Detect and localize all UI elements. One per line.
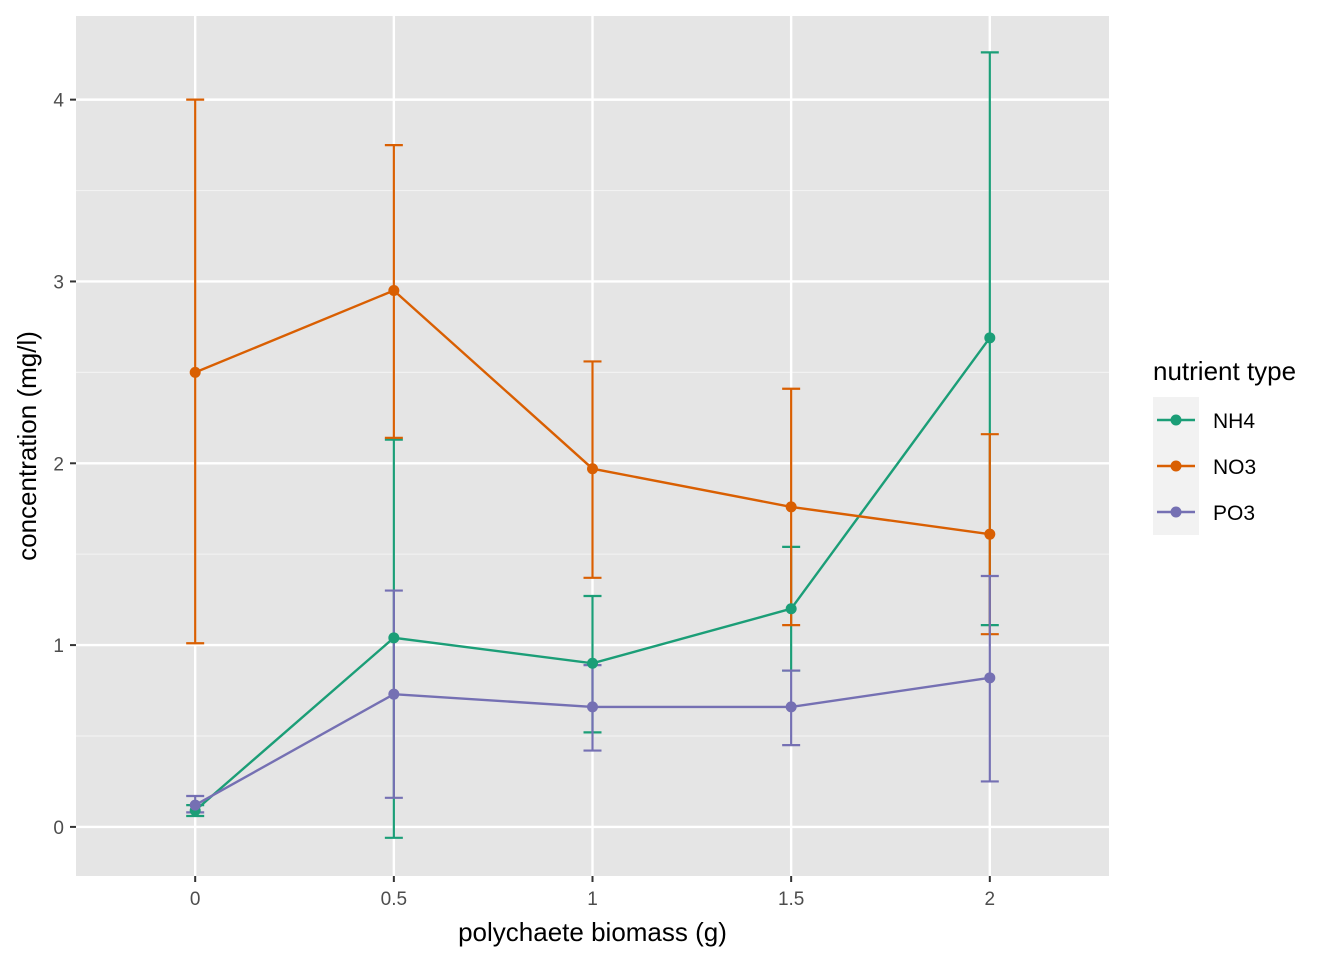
axes: 0 1 2 3 4 0 0.5 1 1.5 2 [53, 91, 995, 910]
y-tick-label: 4 [53, 91, 64, 112]
x-tick-label: 1.5 [778, 889, 804, 910]
point-po3 [587, 701, 598, 713]
y-tick-label: 3 [53, 272, 64, 293]
legend-label: NH4 [1213, 410, 1255, 433]
point-nh4 [388, 632, 400, 644]
x-axis-title: polychaete biomass (g) [458, 917, 727, 947]
point-no3 [189, 366, 201, 378]
point-po3 [189, 799, 201, 811]
x-tick-label: 2 [985, 889, 996, 910]
y-tick-label: 1 [53, 636, 64, 657]
x-tick-label: 0.5 [381, 889, 407, 910]
point-no3 [587, 463, 598, 475]
legend-key-point [1170, 414, 1182, 426]
y-axis-title: concentration (mg/l) [12, 331, 42, 561]
legend-label: PO3 [1213, 502, 1255, 525]
point-no3 [984, 528, 996, 540]
series-points [189, 285, 996, 817]
legend-key-point [1170, 460, 1182, 472]
legend-label: NO3 [1213, 456, 1256, 479]
legend: nutrient type NH4 NO3 PO3 [1153, 356, 1296, 535]
point-po3 [388, 688, 400, 700]
point-po3 [984, 672, 996, 684]
point-no3 [785, 501, 797, 513]
legend-title: nutrient type [1153, 356, 1296, 386]
point-nh4 [984, 332, 996, 344]
y-tick-label: 0 [53, 818, 64, 839]
point-no3 [388, 285, 400, 297]
legend-key-point [1170, 506, 1182, 518]
point-nh4 [587, 657, 598, 669]
point-po3 [785, 701, 797, 713]
y-tick-label: 2 [53, 454, 64, 475]
x-tick-label: 1 [587, 889, 598, 910]
point-nh4 [785, 603, 797, 615]
x-tick-label: 0 [190, 889, 201, 910]
